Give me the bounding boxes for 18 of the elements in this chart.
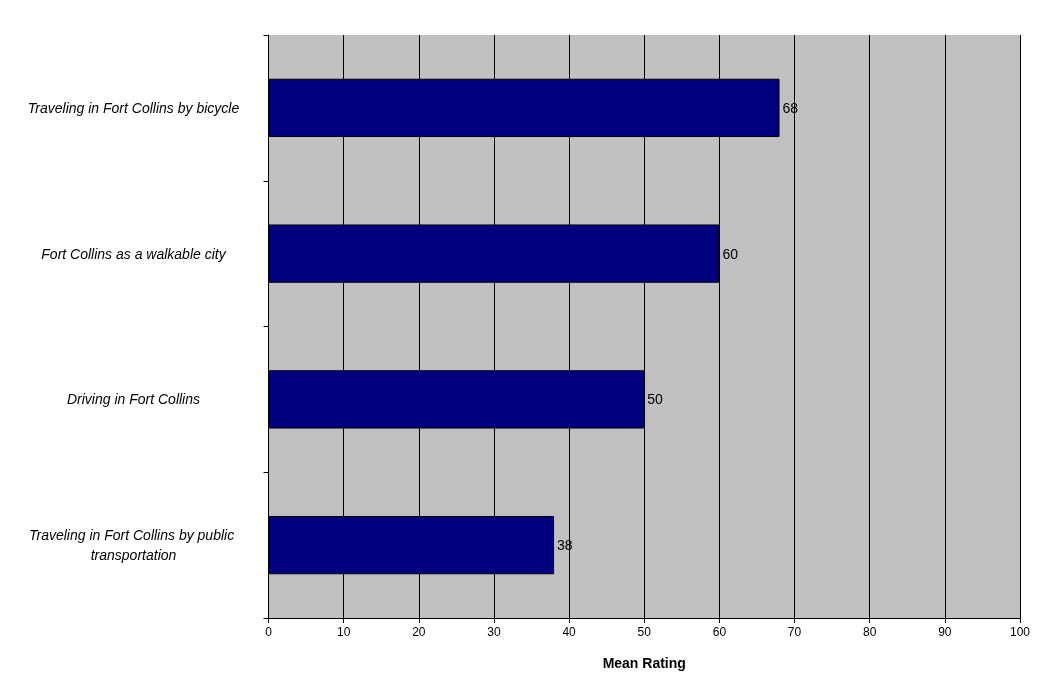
x-tick-label: 40 <box>562 625 577 639</box>
x-tick-label: 0 <box>265 625 273 639</box>
y-tick-label: Traveling in Fort Collins by public transportation <box>28 527 239 564</box>
y-tick-label: Fort Collins as a walkable city <box>41 245 227 262</box>
data-label: 50 <box>647 391 664 408</box>
data-label: 60 <box>722 245 739 262</box>
x-axis-title: Mean Rating <box>602 655 686 671</box>
x-tick-label: 10 <box>336 625 351 639</box>
x-tick-label: 90 <box>938 625 952 639</box>
x-tick-label: 50 <box>637 625 652 639</box>
y-tick-label: Driving in Fort Collins <box>66 391 201 408</box>
x-tick-label: 60 <box>712 625 727 639</box>
x-tick-label: 80 <box>863 625 877 639</box>
x-tick-label: 70 <box>787 625 802 639</box>
x-tick-label: 100 <box>1009 625 1031 639</box>
x-tick-label: 20 <box>412 625 426 639</box>
x-tick-label: 30 <box>487 625 501 639</box>
y-tick-label: Traveling in Fort Collins by bicycle <box>27 99 240 116</box>
